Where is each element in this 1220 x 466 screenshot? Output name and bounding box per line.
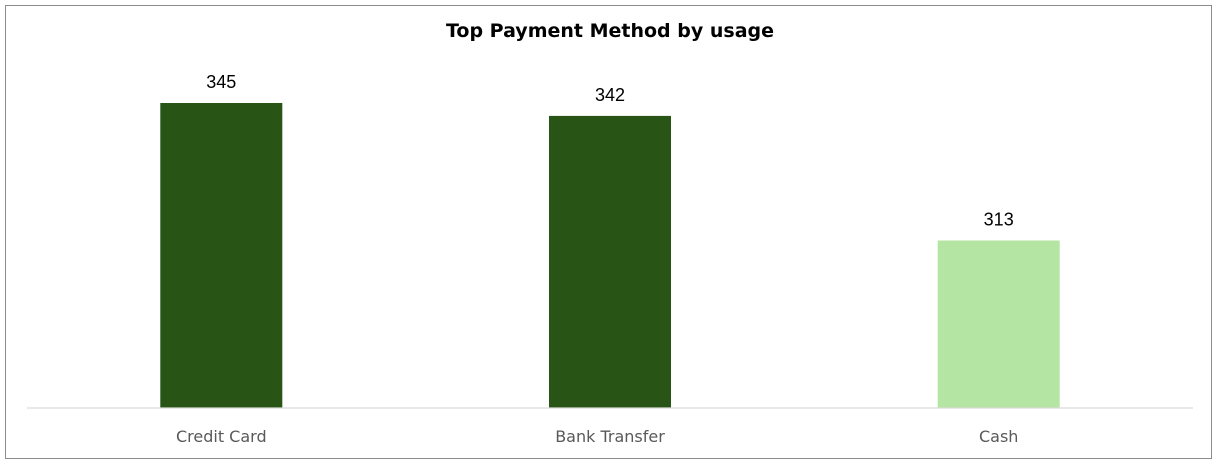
bar-bank-transfer: [549, 115, 671, 409]
labels-layer: 345 Credit Card 342 Bank Transfer 313 Cash: [176, 72, 1018, 446]
data-label-cash: 313: [984, 210, 1014, 230]
bar-credit-card: [160, 103, 283, 408]
x-tick-label-credit-card: Credit Card: [176, 427, 267, 446]
x-tick-label-cash: Cash: [979, 427, 1018, 446]
data-label-bank-transfer: 342: [595, 85, 625, 105]
chart-title: Top Payment Method by usage: [445, 20, 775, 42]
bar-cash: [937, 240, 1060, 408]
data-label-credit-card: 345: [206, 72, 236, 92]
x-tick-label-bank-transfer: Bank Transfer: [555, 427, 665, 446]
bars-layer: [160, 103, 1060, 409]
